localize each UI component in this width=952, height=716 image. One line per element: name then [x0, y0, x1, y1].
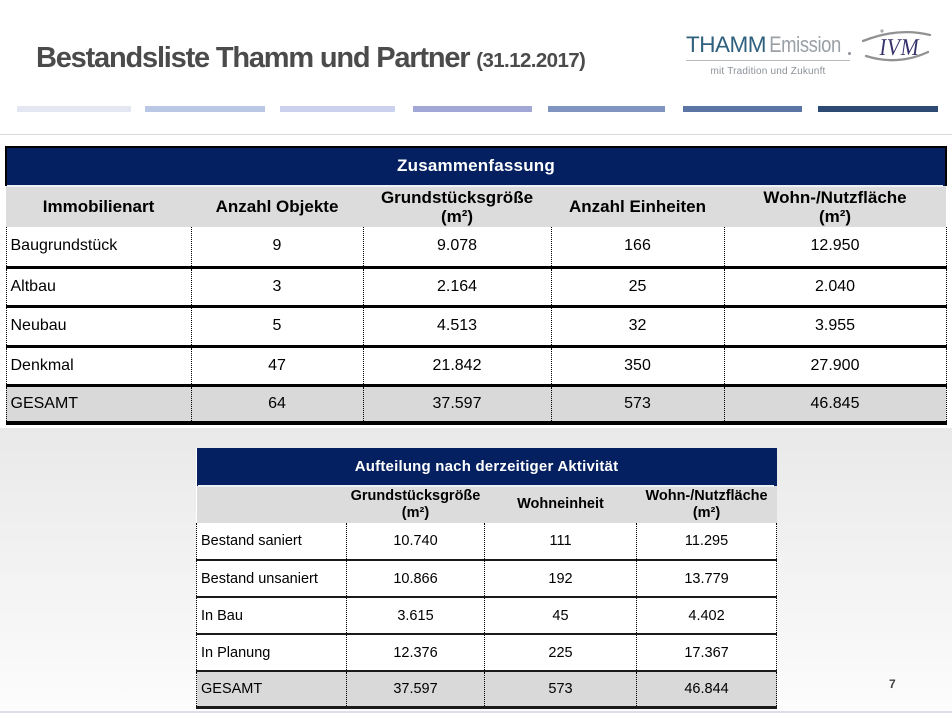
svg-text:IVM: IVM	[878, 35, 921, 61]
